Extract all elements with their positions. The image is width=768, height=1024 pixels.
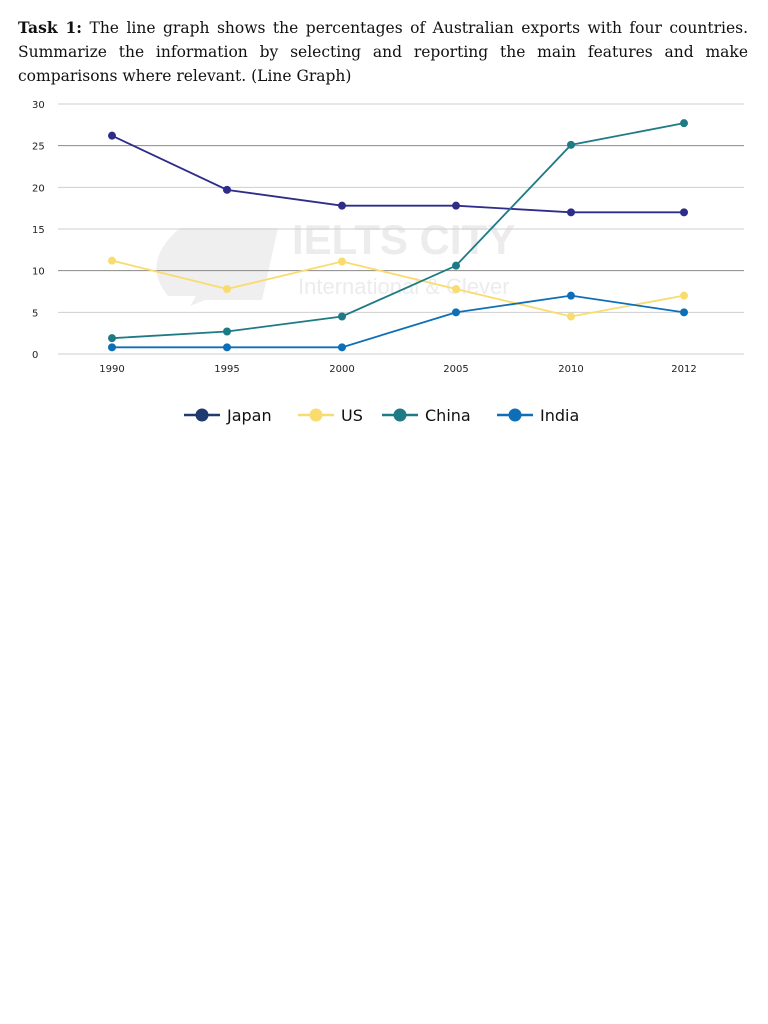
series-line xyxy=(111,122,685,340)
data-point xyxy=(338,257,346,266)
data-point xyxy=(108,256,116,265)
y-tick-label: 25 xyxy=(32,142,45,153)
y-tick-label: 5 xyxy=(32,308,38,319)
legend-item-us: US xyxy=(298,406,363,425)
legend-label: US xyxy=(341,406,363,425)
legend-marker xyxy=(508,408,522,422)
data-point xyxy=(223,285,231,293)
task-label: Task 1: xyxy=(18,18,83,37)
series-india xyxy=(108,291,688,352)
data-point xyxy=(567,140,575,149)
legend-label: China xyxy=(425,406,471,425)
legend-item-china: China xyxy=(382,406,471,425)
y-tick-label: 20 xyxy=(32,183,45,194)
series-china xyxy=(108,119,688,343)
data-point xyxy=(567,312,575,321)
y-tick-label: 10 xyxy=(32,267,45,278)
legend-item-japan: Japan xyxy=(184,406,272,425)
x-tick-label: 2005 xyxy=(443,364,468,375)
x-tick-label: 1990 xyxy=(99,364,124,375)
data-point xyxy=(338,343,346,352)
watermark-logo-icon xyxy=(156,228,278,306)
watermark-subtitle: International & Clever xyxy=(298,274,510,299)
series-line xyxy=(111,134,684,214)
data-point xyxy=(223,185,231,194)
task-text: The line graph shows the percentages of … xyxy=(18,19,748,85)
data-point xyxy=(567,291,575,300)
series-japan xyxy=(108,131,688,217)
task-prompt: Task 1: The line graph shows the percent… xyxy=(18,16,748,88)
x-tick-label: 1995 xyxy=(214,364,239,375)
data-point xyxy=(108,131,116,140)
line-chart: IELTS CITY International & Clever 0 5 10 15… xyxy=(32,100,744,425)
data-point xyxy=(108,343,116,352)
data-point xyxy=(223,343,231,352)
x-tick-label: 2010 xyxy=(558,364,583,375)
x-tick-label: 2012 xyxy=(671,364,696,375)
data-point xyxy=(680,308,688,317)
data-point xyxy=(223,327,231,336)
watermark-title: IELTS CITY xyxy=(292,216,515,263)
data-point xyxy=(338,312,346,321)
data-point xyxy=(567,208,575,217)
legend-marker xyxy=(393,408,407,422)
legend-marker xyxy=(195,408,209,422)
series-line xyxy=(111,259,685,318)
y-tick-label: 15 xyxy=(32,225,45,236)
data-point xyxy=(680,291,688,300)
data-point xyxy=(452,308,460,317)
legend-label: Japan xyxy=(226,406,272,425)
data-point xyxy=(452,201,460,210)
data-point xyxy=(338,201,346,210)
y-tick-label: 0 xyxy=(32,350,38,361)
data-point xyxy=(452,261,460,270)
series-us xyxy=(108,256,688,321)
legend-label: India xyxy=(540,406,579,425)
legend-item-india: India xyxy=(497,406,579,425)
x-tick-label: 2000 xyxy=(329,364,354,375)
data-point xyxy=(680,208,688,217)
data-point xyxy=(452,285,460,293)
data-point xyxy=(680,119,688,128)
data-point xyxy=(108,334,116,343)
y-tick-label: 30 xyxy=(32,100,45,111)
legend-marker xyxy=(309,408,323,422)
series-line xyxy=(112,294,685,349)
watermark: IELTS CITY International & Clever xyxy=(156,216,515,306)
